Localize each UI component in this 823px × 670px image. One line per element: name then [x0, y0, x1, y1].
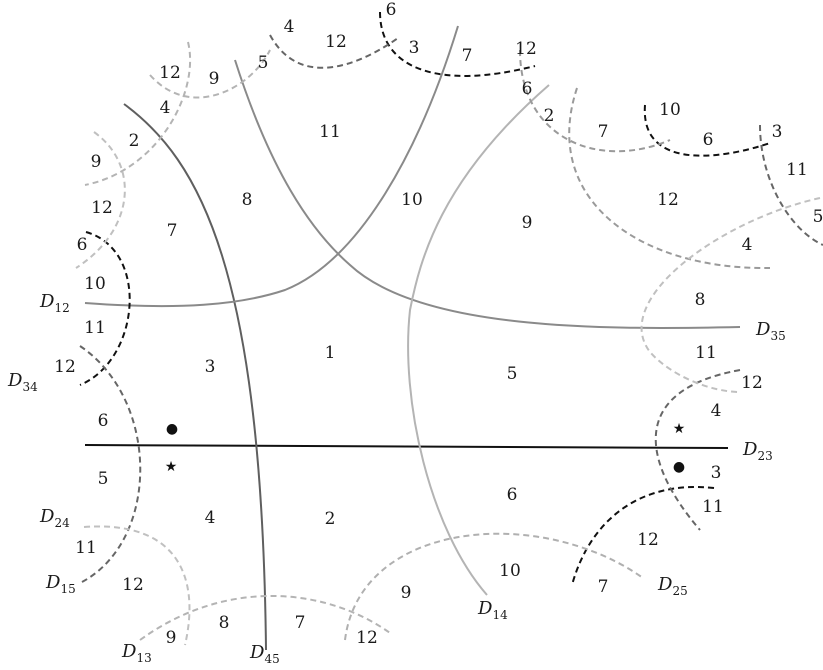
region-label: 7: [598, 122, 609, 142]
region-label: 4: [205, 508, 216, 528]
region-label: 11: [695, 343, 717, 363]
region-label: 12: [122, 575, 144, 595]
region-label: 9: [209, 69, 220, 89]
dot-marker-right: ●: [673, 459, 685, 475]
region-label: 5: [258, 53, 269, 73]
region-label: 6: [98, 411, 109, 431]
region-label: 9: [522, 213, 533, 233]
dashed-arcs: [75, 11, 823, 646]
region-label: 4: [284, 17, 295, 37]
curve-d45: [123, 103, 267, 651]
divisor-labels: D12 D35 D34 D23 D24 D15 D25 D13 D45 D14: [7, 291, 786, 666]
region-label: 6: [77, 235, 88, 255]
arc-right-star: [654, 369, 741, 531]
region-label: 4: [160, 98, 171, 118]
arc-bottom-left-d24: [83, 525, 191, 646]
region-label: 3: [409, 38, 420, 58]
arc-right-10-6-3: [643, 104, 771, 157]
arc-right-5-4: [640, 197, 821, 393]
region-label: 5: [507, 364, 518, 384]
region-label: 7: [598, 577, 609, 597]
curve-d12: [84, 25, 459, 308]
markers: ★ ● ★ ●: [165, 421, 686, 475]
region-label: 12: [325, 32, 347, 52]
region-label: 8: [219, 613, 230, 633]
region-label: 2: [129, 131, 140, 151]
region-label: 12: [657, 190, 679, 210]
divisor-label-d34: D34: [7, 370, 38, 394]
region-label: 8: [242, 190, 253, 210]
curve-d14: [407, 84, 550, 596]
arc-top-4-12-5: [269, 34, 399, 69]
arc-right-12: [568, 87, 771, 270]
region-label: 7: [295, 613, 306, 633]
arc-top-6-3: [379, 11, 536, 77]
region-label: 2: [325, 509, 336, 529]
divisor-label-d15: D15: [45, 572, 76, 596]
region-label: 1: [325, 343, 336, 363]
region-label: 12: [159, 63, 181, 83]
divisor-label-d12: D12: [39, 291, 70, 315]
region-label: 12: [91, 198, 113, 218]
arc-left-d34: [79, 231, 131, 386]
divisor-label-d23: D23: [742, 439, 773, 463]
region-label: 9: [401, 583, 412, 603]
region-label: 12: [515, 39, 537, 59]
divisor-label-d24: D24: [39, 506, 70, 530]
region-label: 6: [507, 485, 518, 505]
region-label: 4: [711, 401, 722, 421]
region-label: 4: [742, 235, 753, 255]
dot-marker-left: ●: [166, 421, 178, 437]
region-label: 11: [84, 318, 106, 338]
region-labels: 1 2 3 4 5 6 7 8 9 10 11 4 12 12 3 7 12 6…: [54, 0, 823, 648]
solid-curves: [84, 25, 741, 651]
region-label: 9: [166, 628, 177, 648]
region-label: 9: [91, 152, 102, 172]
region-label: 10: [499, 561, 521, 581]
region-label: 2: [544, 106, 555, 126]
curve-d23: [84, 444, 729, 449]
region-label: 5: [98, 469, 109, 489]
star-marker-left: ★: [165, 459, 178, 475]
arc-left-12-7: [75, 131, 126, 269]
divisor-label-d13: D13: [121, 641, 152, 665]
divisor-label-d45: D45: [249, 642, 280, 666]
region-label: 10: [659, 100, 681, 120]
region-label: 10: [84, 274, 106, 294]
region-label: 6: [386, 0, 397, 20]
region-label: 12: [741, 373, 763, 393]
region-label: 11: [319, 122, 341, 142]
arc-bottom-d13: [139, 594, 391, 641]
region-label: 11: [75, 538, 97, 558]
region-label: 7: [167, 221, 178, 241]
star-marker-right: ★: [673, 421, 686, 437]
divisor-label-d35: D35: [755, 319, 786, 343]
region-label: 8: [695, 290, 706, 310]
arc-bottom-right-d25: [571, 486, 715, 586]
region-label: 5: [813, 207, 823, 227]
region-label: 10: [401, 190, 423, 210]
region-label: 3: [205, 357, 216, 377]
divisor-label-d14: D14: [477, 598, 508, 622]
region-label: 12: [54, 357, 76, 377]
arc-right-11-12: [759, 124, 823, 246]
region-label: 3: [711, 463, 722, 483]
region-label: 11: [786, 160, 808, 180]
region-label: 12: [637, 530, 659, 550]
region-label: 11: [702, 497, 724, 517]
region-label: 12: [356, 628, 378, 648]
region-label: 6: [522, 79, 533, 99]
region-label: 6: [703, 130, 714, 150]
arc-bottom-d25: [344, 532, 644, 641]
curve-d35: [234, 59, 741, 329]
region-label: 3: [772, 122, 783, 142]
region-label: 7: [462, 46, 473, 66]
arc-left-d15: [79, 345, 142, 583]
divisor-label-d25: D25: [657, 574, 688, 598]
arc-top-right-2: [519, 49, 671, 153]
arc-top-left-12-9: [149, 49, 271, 99]
